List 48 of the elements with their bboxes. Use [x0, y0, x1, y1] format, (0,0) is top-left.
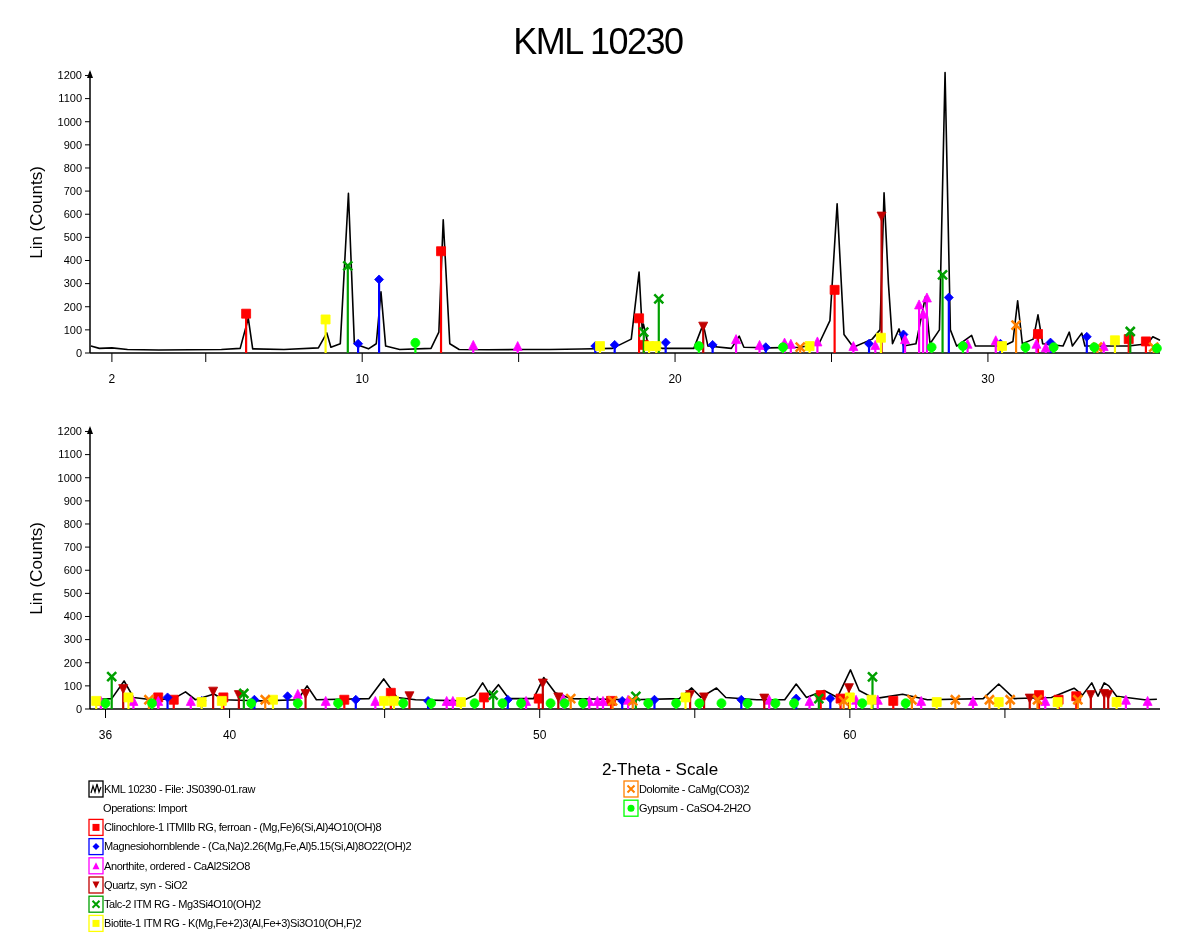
y-tick-label: 400: [63, 610, 82, 623]
y-tick-label: 0: [75, 702, 82, 715]
legend-label: Quartz, syn - SiO2: [104, 878, 188, 891]
y-tick-label: 1100: [58, 92, 82, 105]
chart-title: KML 10230: [513, 21, 684, 62]
legend-label: Dolomite - CaMg(CO3)2: [639, 782, 750, 795]
y-tick-label: 100: [63, 323, 82, 336]
x-tick-label: 50: [533, 728, 547, 742]
y-tick-label: 400: [63, 254, 82, 267]
y-tick-label: 600: [63, 564, 82, 577]
y-tick-label: 100: [63, 679, 82, 692]
y-tick-label: 700: [63, 184, 82, 197]
y-tick-label: 500: [63, 587, 82, 600]
y-tick-label: 200: [63, 656, 82, 669]
x-tick-label: 10: [355, 372, 370, 386]
y-tick-label: 500: [63, 231, 82, 244]
legend-label: Biotite-1 ITM RG - K(Mg,Fe+2)3(Al,Fe+3)Si3O10(OH,F)2: [104, 917, 362, 930]
legend-label: Magnesiohornblende - (Ca,Na)2.26(Mg,Fe,Al)5.15(Si,Al)8O22(OH)2: [104, 840, 412, 853]
y-tick-label: 1000: [57, 471, 82, 484]
y-axis-title: Lin (Counts): [27, 166, 46, 259]
y-tick-label: 800: [63, 517, 82, 530]
y-tick-label: 1100: [58, 448, 82, 461]
x-tick-label: 40: [222, 728, 237, 742]
y-tick-label: 1200: [57, 69, 82, 82]
legend-label: Anorthite, ordered - CaAl2Si2O8: [104, 859, 251, 872]
x-tick-label: 36: [98, 728, 113, 742]
y-tick-label: 600: [63, 208, 82, 221]
y-tick-label: 900: [63, 138, 82, 151]
legend-label: Clinochlore-1 ITMIIb RG, ferroan - (Mg,Fe)6(Si,Al)4O10(OH)8: [104, 821, 382, 834]
x-axis-title: 2-Theta - Scale: [601, 760, 719, 779]
text: Operations: Import: [103, 802, 188, 815]
x-tick-label: 60: [843, 728, 857, 742]
x-tick-label: 2: [108, 372, 116, 386]
y-axis-title: Lin (Counts): [27, 522, 46, 615]
y-tick-label: 800: [63, 161, 82, 174]
y-tick-label: 200: [63, 300, 82, 313]
legend-label: Gypsum - CaSO4-2H2O: [639, 802, 752, 815]
y-tick-label: 300: [63, 633, 82, 646]
legend-label: Talc-2 ITM RG - Mg3Si4O10(OH)2: [104, 898, 261, 911]
y-tick-label: 900: [63, 494, 82, 507]
x-tick-label: 30: [981, 372, 995, 386]
x-tick-label: 20: [668, 372, 683, 386]
y-tick-label: 0: [75, 346, 82, 359]
y-tick-label: 700: [63, 540, 82, 553]
y-tick-label: 1000: [57, 115, 82, 128]
y-tick-label: 300: [63, 277, 82, 290]
y-tick-label: 1200: [57, 425, 82, 438]
legend-label: KML 10230 - File: JS0390-01.raw: [104, 782, 256, 795]
